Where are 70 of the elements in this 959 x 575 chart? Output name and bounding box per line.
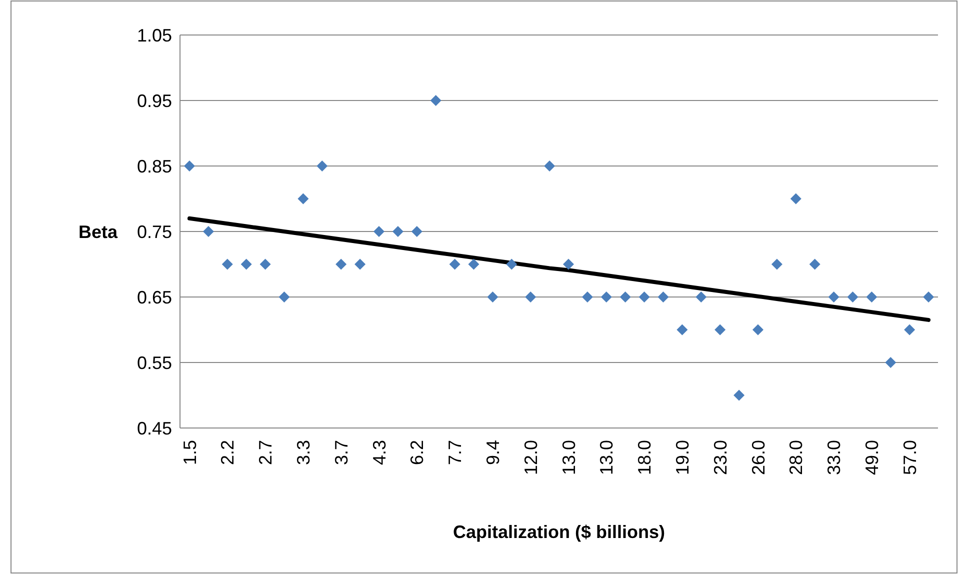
point (620, 292, 631, 302)
x-tick-label: 49.0 (862, 440, 882, 476)
point (411, 226, 422, 237)
point (809, 258, 820, 270)
x-tick-label: 26.0 (748, 440, 768, 476)
point (354, 258, 366, 270)
x-tick-label: 3.7 (331, 440, 352, 466)
x-tick-label: 33.0 (824, 440, 844, 476)
point (506, 258, 518, 270)
x-tick-label: 19.0 (672, 440, 692, 476)
x-axis-title: Capitalization ($ billions) (452, 522, 666, 542)
point (336, 258, 347, 270)
x-tick-label: 1.5 (180, 440, 200, 466)
point (202, 226, 214, 237)
point (714, 324, 726, 336)
point (222, 258, 233, 270)
y-tick-label: 0.85 (136, 156, 172, 176)
point (771, 258, 782, 270)
point (298, 193, 309, 204)
point (828, 292, 840, 302)
point (260, 258, 271, 270)
point (468, 258, 480, 270)
point (658, 292, 669, 302)
point (866, 292, 878, 302)
point (904, 324, 916, 336)
x-tick-label: 13.0 (558, 440, 579, 476)
point (562, 258, 574, 270)
x-tick-label: 18.0 (634, 440, 655, 476)
point (847, 292, 858, 302)
line-series (187, 216, 931, 322)
x-tick-label: 2.7 (256, 440, 276, 466)
x-tick-label: 2.2 (218, 440, 238, 466)
point (923, 292, 934, 302)
x-tick-label: 9.4 (482, 440, 503, 466)
point (373, 226, 384, 237)
point (600, 292, 612, 302)
point (525, 292, 536, 302)
point (582, 292, 593, 302)
y-tick-label: 0.45 (136, 418, 172, 438)
x-tick-label: 6.2 (407, 440, 428, 466)
x-tick-label: 28.0 (786, 440, 806, 476)
point (430, 95, 442, 106)
point (790, 193, 802, 204)
point (885, 357, 896, 368)
y-tick-label: 0.55 (136, 352, 172, 373)
point (676, 324, 688, 336)
point (696, 292, 707, 302)
x-tick-label: 7.7 (445, 440, 466, 466)
point (316, 160, 328, 172)
point (752, 324, 764, 336)
point (449, 258, 460, 270)
point (487, 292, 498, 302)
y-axis-title: Beta (78, 222, 118, 242)
point (638, 292, 650, 302)
point (392, 226, 404, 237)
point (240, 258, 252, 270)
x-tick-label: 57.0 (900, 440, 920, 476)
y-tick-label: 0.75 (136, 222, 172, 242)
x-tick-label: 23.0 (710, 440, 730, 476)
x-tick-label: 13.0 (596, 440, 617, 476)
x-tick-label: 4.3 (369, 440, 390, 466)
x-tick-label: 12.0 (520, 440, 541, 476)
y-tick-label: 0.95 (136, 90, 172, 111)
point (734, 390, 745, 401)
y-tick-label: 0.65 (136, 287, 172, 308)
y-tick-label: 1.05 (136, 25, 172, 46)
x-tick-label: 3.3 (293, 440, 314, 466)
point (544, 160, 556, 172)
point (278, 292, 290, 302)
point (184, 160, 195, 172)
